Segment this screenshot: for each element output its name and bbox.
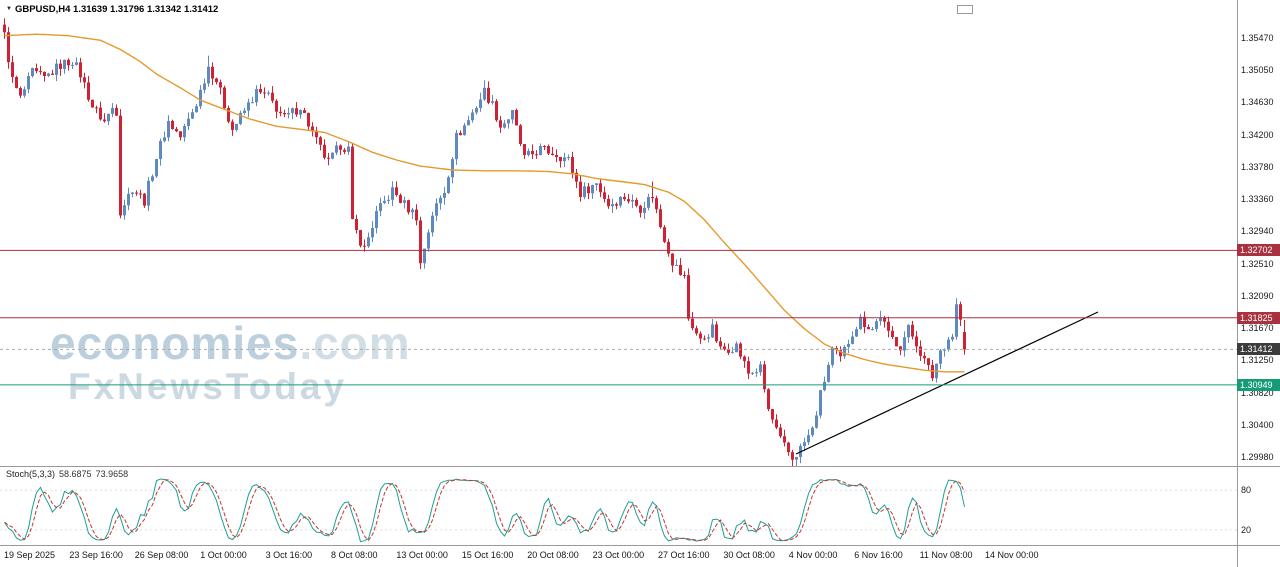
price-axis-label: 1.34630 xyxy=(1241,97,1274,108)
price-axis-label: 1.31670 xyxy=(1241,323,1274,334)
chart-marker-icon: ▼ xyxy=(6,6,12,12)
moving-average-line xyxy=(4,33,965,373)
price-badge-1.31825: 1.31825 xyxy=(1237,311,1280,324)
price-axis-label: 1.32510 xyxy=(1241,258,1274,269)
price-axis-label: 1.35470 xyxy=(1241,33,1274,43)
stochastic-k-line xyxy=(4,478,965,543)
price-axis-label: 1.35050 xyxy=(1241,65,1274,76)
price-axis-label: 1.34200 xyxy=(1241,129,1274,140)
stoch-name: Stoch(5,3,3) xyxy=(6,469,56,479)
stochastic-d-line xyxy=(4,479,965,542)
stoch-axis-label-80: 80 xyxy=(1241,485,1252,495)
time-axis-label: 8 Oct 08:00 xyxy=(331,550,378,560)
price-axis-label: 1.33780 xyxy=(1241,161,1274,172)
price-badge-1.32702: 1.32702 xyxy=(1237,244,1280,257)
time-axis-label: 15 Oct 16:00 xyxy=(461,550,514,560)
ascending-trendline xyxy=(795,311,1099,455)
time-axis-label: 19 Sep 2025 xyxy=(4,550,56,560)
price-axis-label: 1.32090 xyxy=(1241,290,1274,301)
price-axis-label: 1.30820 xyxy=(1241,387,1274,398)
time-axis-label: 27 Oct 16:00 xyxy=(658,550,710,560)
price-badge-1.30949: 1.30949 xyxy=(1237,378,1280,391)
time-axis-label: 11 Nov 08:00 xyxy=(919,550,973,560)
time-axis-label: 23 Oct 00:00 xyxy=(592,550,645,560)
time-axis-label: 26 Sep 08:00 xyxy=(134,550,189,560)
time-axis-label: 23 Sep 16:00 xyxy=(69,550,123,560)
price-axis-label: 1.31250 xyxy=(1241,355,1274,366)
symbol-ohlc-info: ▼ GBPUSD,H4 1.31639 1.31796 1.31342 1.314… xyxy=(6,4,219,15)
time-axis-label: 20 Oct 08:00 xyxy=(527,550,579,560)
time-axis-label: 30 Oct 08:00 xyxy=(723,550,775,560)
time-axis-label: 3 Oct 16:00 xyxy=(265,550,313,560)
price-axis-label: 1.30400 xyxy=(1241,419,1274,430)
price-badge-1.31412: 1.31412 xyxy=(1237,343,1280,356)
stoch-k-value: 58.6875 xyxy=(59,469,92,479)
time-axis-label: 1 Oct 00:00 xyxy=(200,550,247,560)
time-axis-label: 13 Oct 00:00 xyxy=(396,550,448,560)
time-axis-label: 6 Nov 16:00 xyxy=(854,550,903,560)
chart-shift-marker[interactable] xyxy=(957,5,973,14)
time-axis-label: 14 Nov 00:00 xyxy=(985,550,1039,560)
price-axis-label: 1.29980 xyxy=(1241,451,1274,462)
stochastic-indicator-label: Stoch(5,3,3) 58.6875 73.9658 xyxy=(6,469,132,479)
time-axis-label: 4 Nov 00:00 xyxy=(788,550,838,560)
price-axis-label: 1.32940 xyxy=(1241,226,1274,237)
stoch-axis-label-20: 20 xyxy=(1241,525,1252,535)
stoch-d-value: 73.9658 xyxy=(95,469,129,479)
price-axis-label: 1.33360 xyxy=(1241,194,1274,205)
